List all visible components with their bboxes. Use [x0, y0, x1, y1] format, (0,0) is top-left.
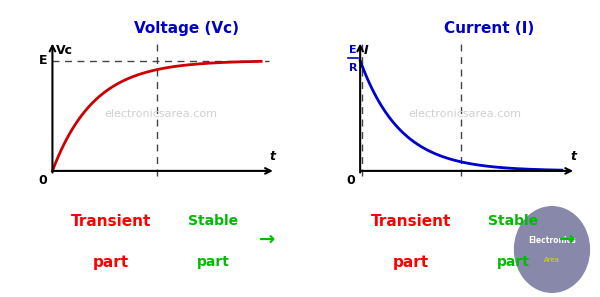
Text: →: → [259, 230, 275, 249]
Circle shape [515, 207, 589, 292]
Text: I: I [364, 44, 368, 57]
Text: Transient: Transient [71, 214, 151, 229]
Text: E: E [39, 54, 47, 67]
Text: Electronics: Electronics [528, 236, 576, 245]
Text: part: part [93, 255, 129, 271]
Text: part: part [197, 255, 229, 269]
Text: Vc: Vc [56, 44, 73, 57]
Text: →: → [559, 230, 575, 249]
Text: Current (I): Current (I) [444, 21, 535, 36]
Text: part: part [393, 255, 429, 271]
Text: t: t [270, 150, 276, 163]
Text: electronicsarea.com: electronicsarea.com [104, 108, 217, 119]
Text: Transient: Transient [371, 214, 451, 229]
Text: Area: Area [544, 257, 560, 263]
Text: 0: 0 [347, 174, 355, 187]
Text: Stable: Stable [188, 214, 238, 228]
Text: 0: 0 [38, 174, 47, 187]
Text: E: E [349, 45, 357, 55]
Text: t: t [570, 150, 576, 163]
Text: Voltage (Vc): Voltage (Vc) [133, 21, 239, 36]
Text: Stable: Stable [488, 214, 538, 228]
Text: electronicsarea.com: electronicsarea.com [409, 108, 521, 119]
Text: part: part [497, 255, 529, 269]
Text: R: R [349, 63, 357, 73]
